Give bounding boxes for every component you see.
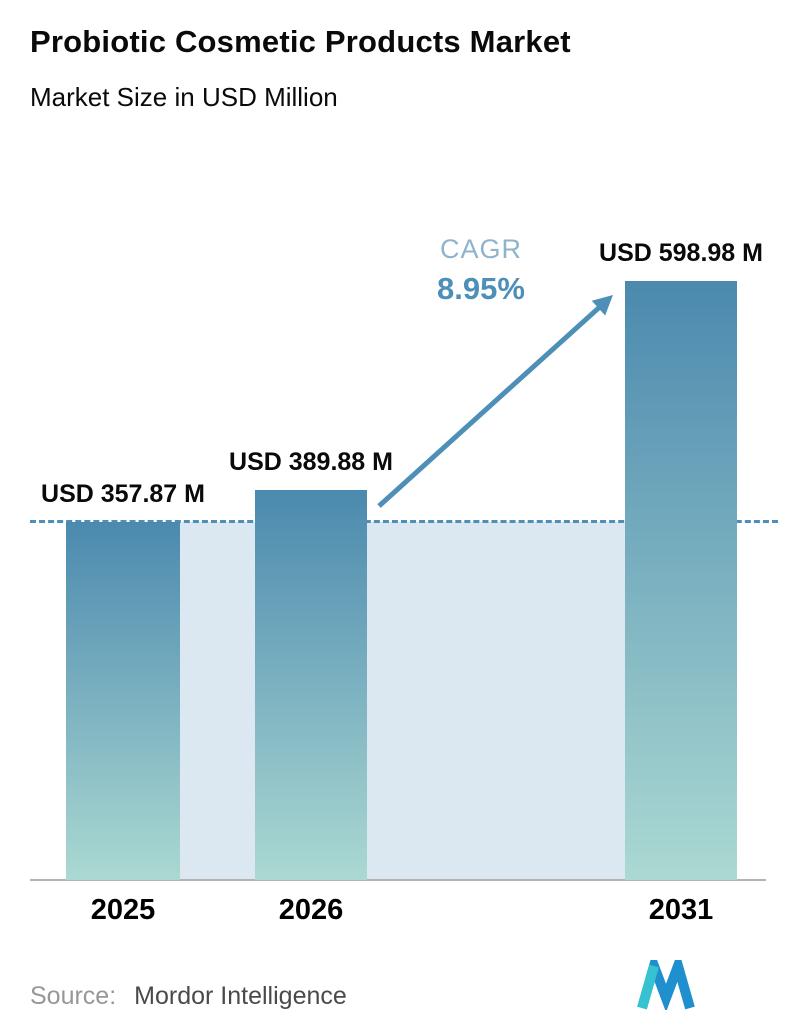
- mordor-intelligence-logo: [636, 950, 702, 1015]
- bar-value-label: USD 357.87 M: [41, 480, 205, 508]
- page-subtitle: Market Size in USD Million: [30, 82, 338, 112]
- logo-m-icon: [637, 950, 695, 1013]
- bar-2031: [625, 281, 737, 880]
- reference-dashed-line: [30, 520, 778, 523]
- source-value: Mordor Intelligence: [134, 982, 347, 1010]
- cagr-annotation: CAGR 8.95%: [391, 234, 571, 307]
- cagr-label: CAGR: [439, 234, 522, 264]
- source-attribution: Source: Mordor Intelligence: [30, 982, 347, 1011]
- bar-2026: [255, 490, 367, 880]
- x-axis-line: [30, 879, 766, 881]
- page-title: Probiotic Cosmetic Products Market: [30, 24, 571, 59]
- cagr-value: 8.95%: [437, 271, 525, 306]
- bar-2025: [66, 522, 180, 880]
- source-label: Source:: [30, 982, 117, 1010]
- bar-value-label: USD 598.98 M: [599, 239, 763, 267]
- x-axis-label: 2026: [278, 894, 344, 926]
- x-axis-label: 2025: [90, 894, 156, 926]
- bar-value-label: USD 389.88 M: [229, 448, 393, 476]
- x-axis-label: 2031: [648, 894, 714, 926]
